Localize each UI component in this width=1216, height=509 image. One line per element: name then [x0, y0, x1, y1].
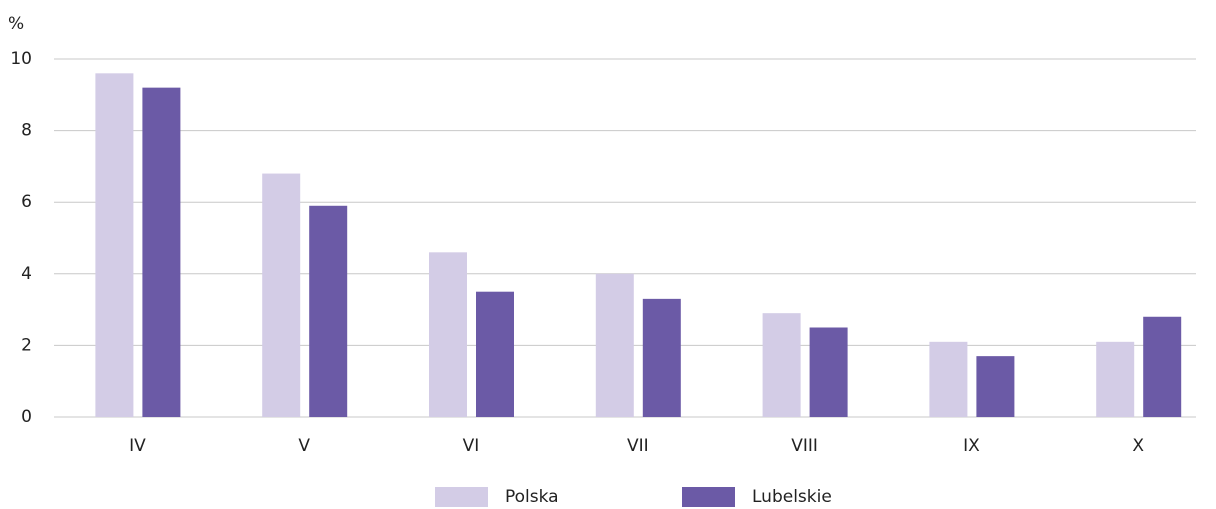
bar	[976, 356, 1015, 417]
bar	[142, 87, 181, 417]
y-tick-label: 4	[21, 264, 32, 284]
bar	[309, 205, 348, 417]
x-tick-label: VIII	[791, 436, 818, 456]
bar	[809, 327, 848, 417]
bar	[1096, 341, 1135, 417]
y-tick-label: 10	[10, 49, 32, 69]
x-tick-label: IV	[129, 436, 146, 456]
bar	[95, 73, 134, 417]
x-tick-label: X	[1132, 436, 1144, 456]
bar	[429, 252, 467, 417]
legend-swatch	[682, 487, 735, 507]
x-tick-label: VI	[463, 436, 480, 456]
y-tick-label: 8	[21, 121, 32, 141]
bar	[1143, 316, 1182, 417]
bar	[929, 341, 968, 417]
bar	[476, 291, 514, 417]
legend-label: Polska	[505, 487, 559, 507]
x-tick-label: IX	[963, 436, 980, 456]
bar	[642, 298, 681, 417]
bar	[262, 173, 301, 417]
y-tick-label: 2	[21, 335, 32, 355]
y-axis-label: %	[8, 14, 24, 34]
legend-label: Lubelskie	[752, 487, 832, 507]
x-tick-label: V	[298, 436, 310, 456]
y-tick-label: 6	[21, 192, 32, 212]
y-tick-label: 0	[21, 407, 32, 427]
bar	[595, 273, 634, 417]
legend-swatch	[435, 487, 488, 507]
bar	[762, 313, 801, 417]
x-tick-label: VII	[627, 436, 649, 456]
